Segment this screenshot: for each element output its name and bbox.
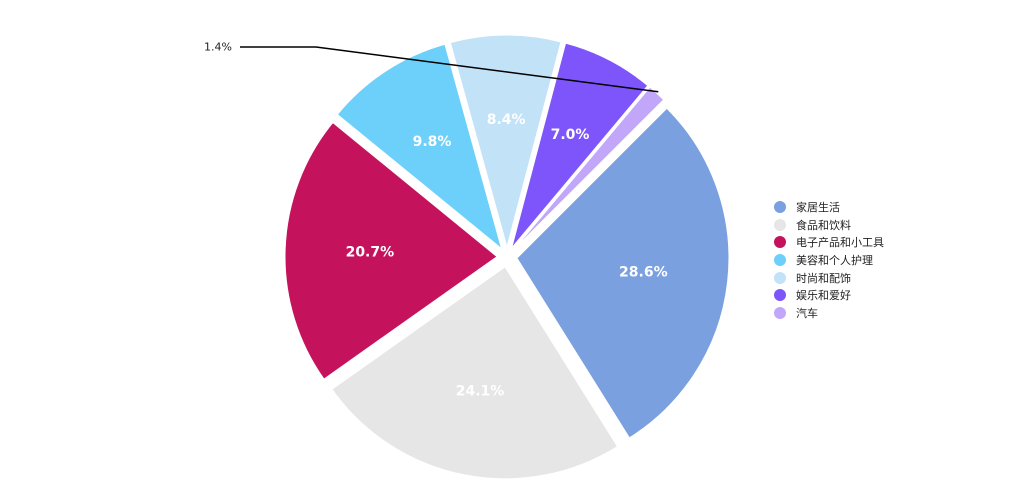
pie-slice: [331, 266, 619, 480]
pie-slice: [336, 43, 503, 251]
slice-label: 9.8%: [413, 134, 452, 150]
legend-label: 汽车: [796, 306, 818, 320]
legend-item: 电子产品和小工具: [774, 233, 884, 251]
legend-swatch: [774, 306, 786, 319]
legend-swatch: [774, 253, 786, 266]
legend-label: 电子产品和小工具: [796, 236, 884, 250]
slice-label: 20.7%: [346, 244, 395, 260]
pie-slice: [516, 107, 730, 439]
legend-swatch: [774, 200, 786, 213]
slice-label: 24.1%: [456, 384, 505, 400]
leader-line: [240, 46, 659, 93]
slice-label: 28.6%: [619, 264, 668, 280]
pie-slice: [284, 121, 498, 380]
slice-label: 8.4%: [487, 112, 526, 128]
legend-item: 食品和饮料: [774, 216, 884, 234]
legend-label: 娱乐和爱好: [796, 289, 851, 303]
legend-swatch: [774, 271, 786, 284]
pie-slice: [449, 34, 562, 249]
legend-item: 美容和个人护理: [774, 251, 884, 269]
legend-label: 食品和饮料: [796, 218, 851, 232]
legend-label: 美容和个人护理: [796, 253, 873, 267]
legend-swatch: [774, 236, 786, 249]
legend-item: 娱乐和爱好: [774, 286, 884, 304]
legend-label: 时尚和配饰: [796, 271, 851, 285]
pie-slice: [511, 42, 649, 249]
legend-item: 家居生活: [774, 198, 884, 216]
legend: 家居生活食品和饮料电子产品和小工具 美容和个人护理 时尚和配饰娱乐和爱好汽车: [774, 198, 884, 322]
legend-swatch: [774, 218, 786, 231]
pie-slice: [513, 86, 665, 250]
legend-item: 时尚和配饰: [774, 269, 884, 287]
legend-item: 汽车: [774, 304, 884, 322]
slice-label: 7.0%: [551, 127, 590, 143]
legend-swatch: [774, 289, 786, 302]
slice-label: 1.4%: [204, 41, 232, 54]
legend-label: 家居生活: [796, 200, 840, 214]
